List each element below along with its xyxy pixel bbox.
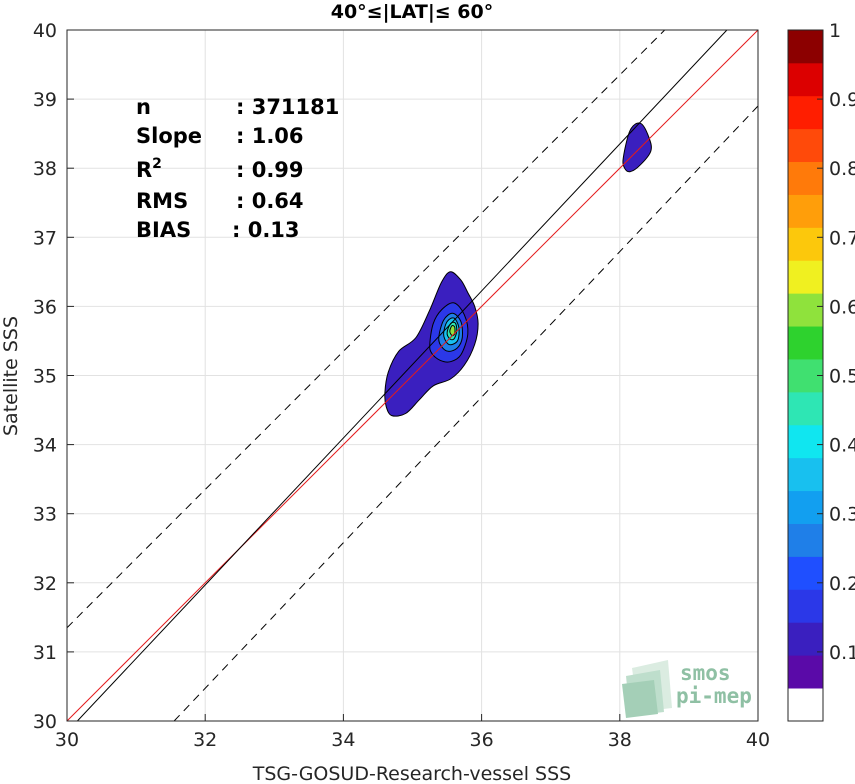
y-axis: 30 31 32 33 34 35 36 37 38 39 40 — [33, 20, 74, 733]
y-tick-label: 36 — [33, 296, 57, 318]
colorbar-band — [788, 161, 823, 195]
colorbar-band — [788, 556, 823, 590]
stat-value: : 0.64 — [236, 189, 304, 213]
x-tick-label: 32 — [193, 729, 217, 751]
colorbar-band — [788, 227, 823, 261]
colorbar: 0.1 0.2 0.3 0.4 0.5 0.6 0.7 0.8 0.9 1 — [787, 20, 855, 722]
smos-logo-icon — [622, 660, 672, 718]
chart-title: 40°≤|LAT|≤ 60° — [331, 1, 494, 23]
regression-line — [77, 30, 728, 721]
stat-value: : 1.06 — [236, 124, 304, 148]
stat-value: : 0.13 — [232, 218, 300, 242]
colorbar-band — [788, 128, 823, 163]
stat-label: Slope — [136, 124, 202, 148]
y-tick-label: 39 — [33, 89, 57, 111]
upper-bound-line — [67, 30, 666, 629]
reference-lines — [67, 30, 758, 721]
y-tick-label: 35 — [33, 366, 57, 388]
colorbar-band — [788, 457, 823, 492]
watermark-line2: pi-mep — [676, 684, 752, 708]
colorbar-band — [788, 391, 823, 426]
stat-label: RMS — [136, 189, 188, 213]
colorbar-tick-label: 1 — [829, 20, 841, 42]
colorbar-tick-label: 0.7 — [829, 227, 855, 249]
stat-label: n — [136, 95, 151, 119]
watermark-logo: smos pi-mep — [622, 660, 752, 718]
x-tick-label: 34 — [331, 729, 355, 751]
colorbar-band — [788, 622, 823, 656]
colorbar-band — [788, 95, 823, 130]
colorbar-tick-label: 0.2 — [829, 573, 855, 595]
colorbar-band — [788, 62, 823, 97]
one-to-one-line — [67, 30, 758, 721]
y-axis-label: Satellite SSS — [0, 316, 22, 436]
colorbar-tick-label: 0.9 — [829, 89, 855, 111]
colorbar-band — [788, 523, 823, 557]
y-tick-label: 31 — [33, 642, 57, 664]
x-tick-label: 40 — [746, 729, 770, 751]
x-tick-label: 36 — [470, 729, 494, 751]
colorbar-tick-label: 0.3 — [829, 504, 855, 526]
colorbar-tick-label: 0.5 — [829, 366, 855, 388]
colorbar-band — [788, 30, 823, 64]
y-tick-label: 32 — [33, 573, 57, 595]
watermark-line1: smos — [680, 661, 731, 685]
stat-value: : 0.99 — [236, 158, 304, 182]
y-tick-label: 37 — [33, 227, 57, 249]
x-tick-label: 38 — [608, 729, 632, 751]
grid — [66, 29, 759, 722]
colorbar-band — [788, 260, 823, 294]
colorbar-tick-label: 0.6 — [829, 296, 855, 318]
colorbar-band — [788, 326, 823, 360]
colorbar-band — [788, 293, 823, 327]
contour-level-0.05 — [622, 122, 652, 173]
colorbar-tick-label: 0.1 — [829, 642, 855, 664]
lower-bound-line — [173, 105, 758, 721]
y-tick-label: 38 — [33, 158, 57, 180]
y-tick-label: 33 — [33, 504, 57, 526]
x-axis-label: TSG-GOSUD-Research-vessel SSS — [252, 763, 572, 784]
colorbar-tick-label: 0.4 — [829, 435, 855, 457]
colorbar-band — [788, 688, 823, 722]
x-tick-label: 30 — [55, 729, 79, 751]
y-tick-label: 30 — [33, 711, 57, 733]
y-tick-label: 34 — [33, 435, 57, 457]
colorbar-band — [788, 655, 823, 689]
colorbar-band — [788, 589, 823, 623]
colorbar-band — [788, 490, 823, 524]
stat-label: BIAS — [136, 218, 191, 242]
stat-value: : 371181 — [236, 95, 339, 119]
stat-label-sup: 2 — [152, 156, 162, 172]
y-tick-label: 40 — [33, 20, 57, 42]
colorbar-band — [788, 194, 823, 228]
contour-level-0.55 — [449, 324, 456, 337]
x-axis: 30 32 34 36 38 40 — [55, 714, 770, 751]
colorbar-band — [788, 424, 823, 459]
colorbar-tick-label: 0.8 — [829, 158, 855, 180]
